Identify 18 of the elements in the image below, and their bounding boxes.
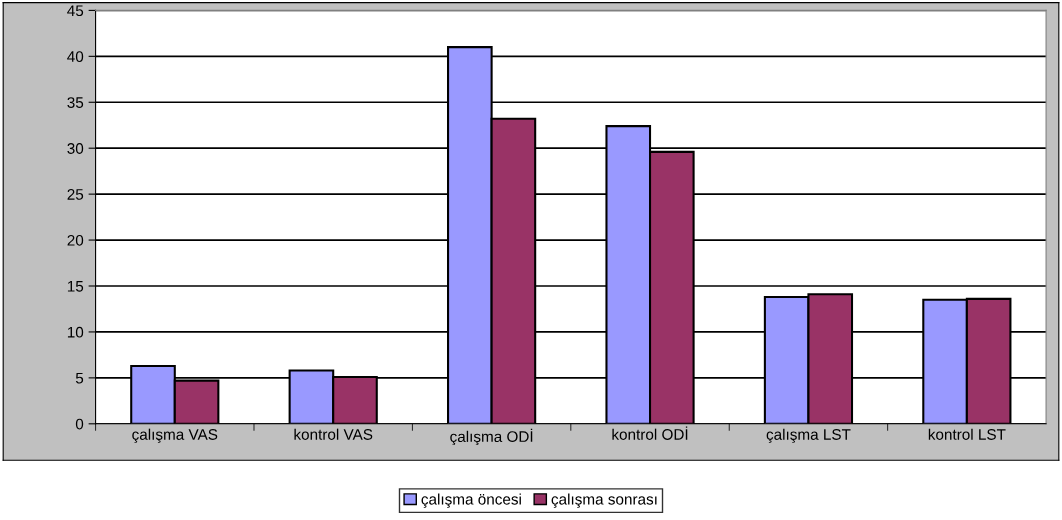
x-tick-label: çalışma LST [766,428,851,443]
y-tick-label: 30 [67,143,84,154]
y-tick-label: 25 [67,189,84,200]
x-tick-label: çalışma ODİ [450,428,533,446]
x-tick-label: kontrol ODİ [612,426,688,440]
y-tick-label: 15 [67,281,84,292]
y-tick-label: 5 [75,372,84,384]
y-tick-label: 0 [75,418,84,430]
y-tick-label: 10 [67,326,84,338]
y-tick-label: 45 [67,5,84,17]
x-tick-label: kontrol VAS [294,428,373,440]
x-tick-label: çalışma VAS [132,428,218,443]
x-tick-label: kontrol LST [928,428,1006,440]
y-tick-label: 35 [67,97,84,108]
y-tick-label: 40 [67,51,84,63]
legend-label: çalışma sonrası [551,493,657,508]
y-tick-label: 20 [67,234,84,246]
legend-label: çalışma öncesi [421,493,521,508]
